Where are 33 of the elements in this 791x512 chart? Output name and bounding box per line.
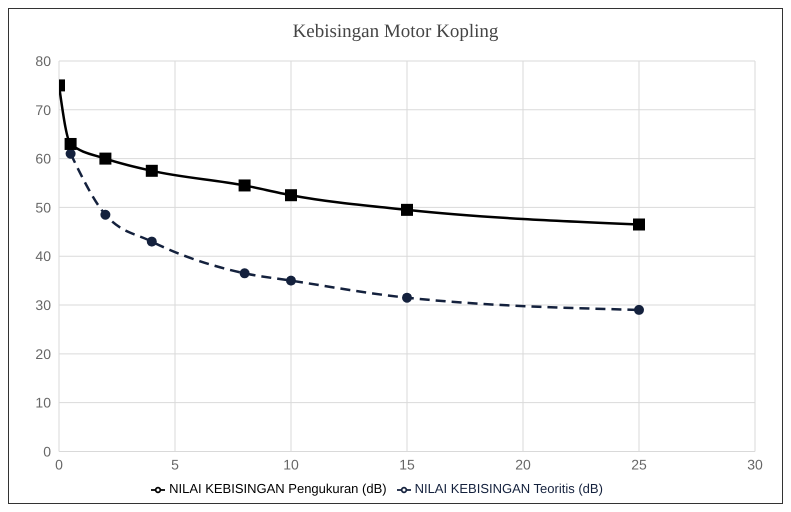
point <box>286 276 296 286</box>
x-tick-label: 15 <box>399 456 415 472</box>
point <box>100 210 110 220</box>
legend-label: NILAI KEBISINGAN Pengukuran (dB) <box>169 481 387 496</box>
point <box>240 268 250 278</box>
point <box>633 218 645 230</box>
x-tick-label: 30 <box>747 456 763 472</box>
y-tick-label: 80 <box>35 52 52 69</box>
point <box>285 189 297 202</box>
x-tick-label: 0 <box>55 456 64 472</box>
point <box>64 138 77 150</box>
y-tick-label: 70 <box>35 102 52 118</box>
y-tick-label: 50 <box>35 199 52 216</box>
point <box>146 236 157 247</box>
point <box>634 304 644 315</box>
x-tick-label: 20 <box>515 456 531 472</box>
y-tick-label: 0 <box>43 443 52 460</box>
y-tick-label: 10 <box>35 394 52 411</box>
x-tick-label: 10 <box>283 456 299 472</box>
chart-title: Kebisingan Motor Kopling <box>292 21 498 42</box>
y-tick-label: 20 <box>35 346 52 362</box>
point <box>66 148 76 159</box>
point <box>146 164 158 177</box>
x-tick-label: 25 <box>631 456 647 472</box>
y-tick-label: 60 <box>35 150 52 167</box>
x-tick-label: 5 <box>171 456 180 472</box>
point <box>238 179 251 192</box>
y-tick-label: 30 <box>35 296 52 313</box>
point <box>99 152 112 165</box>
point <box>402 292 412 303</box>
y-tick-label: 40 <box>35 248 52 264</box>
point <box>401 204 413 216</box>
legend-label: NILAI KEBISINGAN Teoritis (dB) <box>414 481 603 496</box>
